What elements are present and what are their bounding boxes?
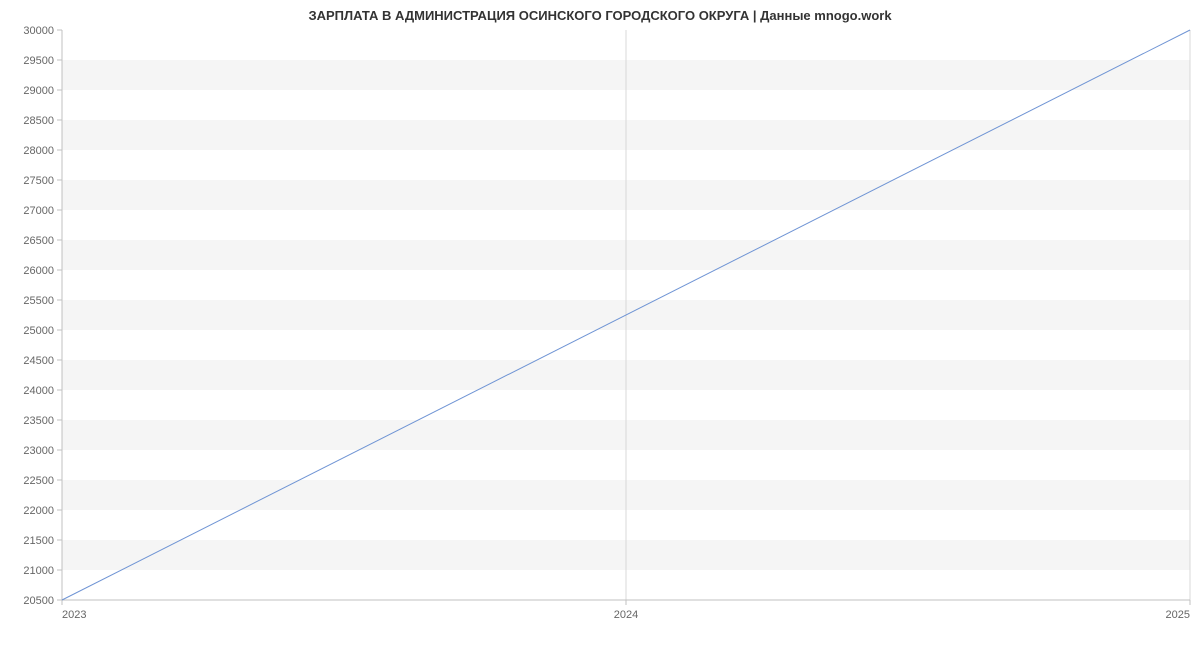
y-tick-label: 22500 (23, 475, 54, 487)
chart-title: ЗАРПЛАТА В АДМИНИСТРАЦИЯ ОСИНСКОГО ГОРОД… (0, 8, 1200, 23)
y-tick-label: 24000 (23, 385, 54, 397)
y-tick-label: 26000 (23, 265, 54, 277)
x-tick-label: 2025 (1166, 609, 1190, 621)
x-tick-label: 2024 (614, 609, 638, 621)
y-tick-label: 25500 (23, 295, 54, 307)
y-tick-label: 25000 (23, 325, 54, 337)
y-tick-label: 23000 (23, 445, 54, 457)
y-tick-label: 21500 (23, 535, 54, 547)
y-tick-label: 28500 (23, 115, 54, 127)
y-tick-label: 20500 (23, 595, 54, 607)
chart-svg: 20500 21000 21500 22000 22500 23000 23500 24000… (0, 0, 1200, 650)
x-tick-label: 2023 (62, 609, 86, 621)
y-tick-label: 22000 (23, 505, 54, 517)
y-tick-label: 29500 (23, 55, 54, 67)
salary-line-chart: ЗАРПЛАТА В АДМИНИСТРАЦИЯ ОСИНСКОГО ГОРОД… (0, 0, 1200, 650)
y-tick-label: 26500 (23, 235, 54, 247)
y-tick-label: 24500 (23, 355, 54, 367)
y-tick-label: 30000 (23, 25, 54, 37)
y-tick-label: 27000 (23, 205, 54, 217)
y-tick-label: 27500 (23, 175, 54, 187)
y-tick-label: 28000 (23, 145, 54, 157)
y-tick-label: 29000 (23, 85, 54, 97)
y-tick-label: 23500 (23, 415, 54, 427)
y-tick-label: 21000 (23, 565, 54, 577)
